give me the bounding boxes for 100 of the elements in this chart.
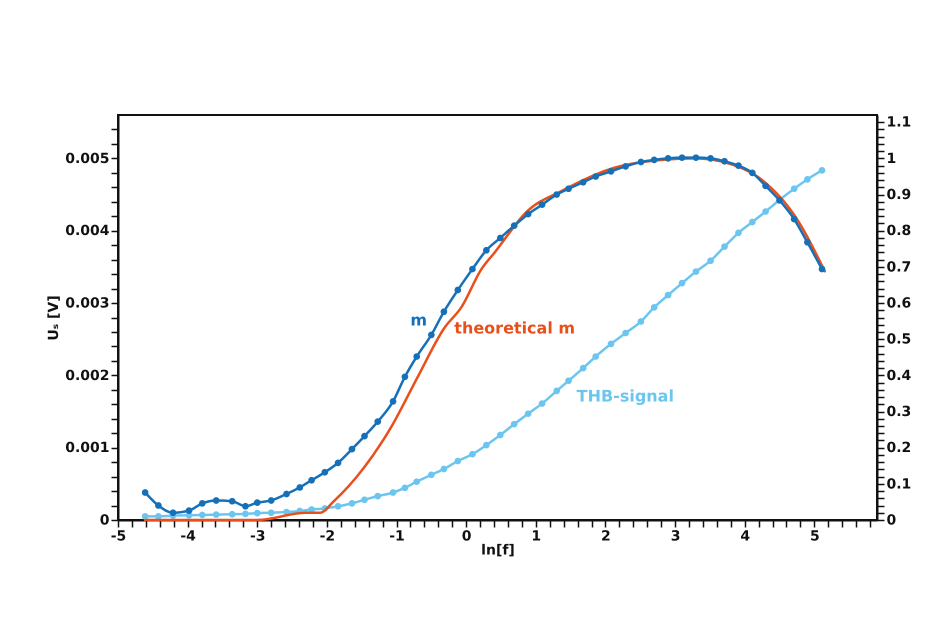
point — [212, 497, 220, 504]
point — [735, 230, 742, 236]
point — [348, 446, 356, 452]
point — [538, 201, 546, 208]
x-tick-label: -2 — [320, 528, 336, 544]
point — [170, 509, 176, 516]
point — [254, 510, 261, 516]
point — [510, 222, 518, 229]
point — [198, 512, 206, 518]
y-tick-label: 0.002 — [65, 368, 110, 384]
point — [454, 458, 462, 464]
point — [692, 268, 700, 275]
x-tick-label: 4 — [740, 528, 750, 544]
x-tick-label: 5 — [810, 528, 820, 544]
point — [818, 266, 826, 272]
y2-tick-label: 0.5 — [886, 332, 912, 348]
point — [242, 510, 249, 518]
point — [721, 158, 728, 165]
point — [348, 500, 356, 507]
point — [334, 460, 342, 466]
y-axis-title: Uₛ [V] — [46, 295, 62, 341]
y-tick-label: 0.004 — [65, 223, 110, 240]
point — [818, 166, 826, 174]
point — [402, 373, 408, 380]
point — [749, 170, 756, 176]
point — [553, 191, 560, 198]
point — [186, 507, 192, 514]
y-tick-label: 0.005 — [65, 150, 110, 167]
point — [638, 158, 644, 166]
point — [749, 218, 756, 226]
x-tick-label: -3 — [250, 528, 266, 544]
point — [553, 388, 560, 394]
point — [664, 155, 672, 162]
point — [321, 468, 328, 476]
point — [483, 442, 490, 448]
point — [268, 497, 275, 504]
point — [592, 353, 600, 360]
y-tick-label: 0 — [100, 512, 110, 528]
point — [608, 340, 614, 348]
y2-tick-label: 1 — [886, 150, 896, 167]
point — [580, 178, 587, 186]
point — [142, 489, 149, 496]
point — [678, 154, 686, 162]
y2-tick-label: 0.9 — [886, 187, 912, 204]
point — [428, 471, 435, 478]
point — [483, 246, 490, 254]
point — [469, 266, 476, 272]
point — [308, 476, 315, 484]
point — [565, 377, 572, 384]
x-tick-label: 1 — [531, 528, 542, 544]
point — [664, 292, 672, 298]
x-tick-label: 0 — [462, 528, 472, 544]
y2-tick-label: 1.1 — [886, 114, 912, 131]
point — [510, 420, 518, 428]
point — [413, 478, 420, 486]
point — [580, 364, 587, 372]
x-tick-label: 3 — [670, 528, 680, 544]
series-label: theoretical m — [454, 318, 576, 338]
point — [198, 500, 206, 507]
point — [374, 492, 382, 500]
point — [402, 484, 408, 492]
x-tick-label: -5 — [110, 528, 126, 544]
point — [622, 163, 629, 170]
point — [374, 418, 382, 425]
point — [361, 496, 368, 504]
y2-tick-label: 0.7 — [886, 259, 912, 276]
point — [721, 243, 728, 250]
point — [692, 154, 700, 162]
series-label: m — [410, 310, 428, 330]
point — [592, 173, 600, 180]
y2-tick-label: 0.8 — [886, 223, 912, 240]
point — [254, 499, 261, 506]
y2-tick-label: 0 — [886, 512, 896, 528]
point — [440, 466, 448, 472]
point — [678, 280, 686, 286]
series-label: THB-signal — [576, 386, 674, 406]
y-tick-label: 0.001 — [65, 440, 110, 456]
point — [735, 162, 742, 169]
point — [155, 502, 162, 509]
y2-tick-label: 0.6 — [886, 296, 912, 312]
y2-tick-label: 0.3 — [886, 404, 912, 420]
point — [790, 185, 798, 192]
y2-tick-label: 0.2 — [886, 440, 912, 456]
point — [390, 398, 396, 405]
point — [428, 332, 435, 338]
point — [650, 304, 658, 311]
point — [762, 208, 769, 215]
point — [155, 513, 162, 520]
point — [707, 155, 714, 162]
point — [524, 210, 532, 218]
point — [361, 432, 368, 440]
point — [469, 450, 476, 458]
point — [608, 168, 614, 175]
point — [440, 308, 448, 316]
point — [334, 502, 342, 510]
point — [650, 156, 658, 164]
point — [524, 410, 532, 418]
point — [496, 234, 504, 242]
point — [283, 490, 290, 498]
point — [228, 498, 236, 505]
